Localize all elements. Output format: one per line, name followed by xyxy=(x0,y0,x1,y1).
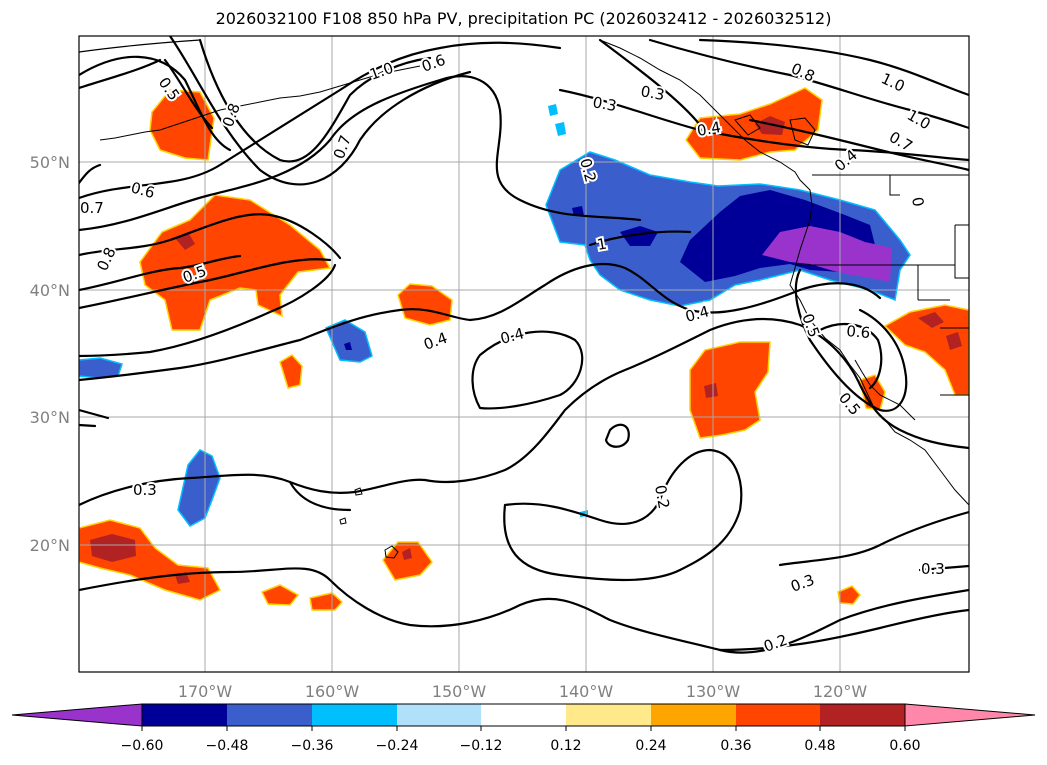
colorbar-extend-right xyxy=(904,703,1036,727)
precip-negative-areas xyxy=(79,104,911,527)
lat-label: 40°N xyxy=(30,281,70,300)
precip-blob xyxy=(572,206,584,216)
colorbar-tick-label: −0.60 xyxy=(121,738,164,754)
precip-blob xyxy=(309,592,344,611)
precip-core xyxy=(918,312,944,328)
precip-blob xyxy=(689,341,771,439)
map-frame xyxy=(78,35,970,673)
colorbar-tick-label: 0.36 xyxy=(720,738,751,754)
colorbar-extend-left xyxy=(11,703,143,727)
precip-blob xyxy=(279,354,303,389)
contour-label: 0.7 xyxy=(80,199,104,217)
precip-blob xyxy=(548,104,558,116)
colorbar-frame xyxy=(141,703,906,727)
precip-blob xyxy=(139,194,332,331)
colorbar-segment xyxy=(820,704,905,726)
colorbar-segment xyxy=(312,704,397,726)
precip-blob xyxy=(397,283,453,326)
lat-label: 20°N xyxy=(30,536,70,555)
contour-label: 0.6 xyxy=(846,322,871,342)
map-gridlines xyxy=(79,36,969,672)
colorbar-segment xyxy=(481,704,566,726)
colorbar: −0.60 −0.48 −0.36 −0.24 −0.12 0.12 0.24 … xyxy=(11,703,1036,754)
colorbar-tick-label: 0.24 xyxy=(635,738,666,754)
precip-core xyxy=(90,534,136,562)
precip-blob xyxy=(762,226,892,282)
precip-blob xyxy=(325,319,373,363)
colorbar-tick-label: 0.12 xyxy=(550,738,581,754)
colorbar-tick-label: −0.36 xyxy=(291,738,334,754)
lat-label: 50°N xyxy=(30,153,70,172)
colorbar-segment xyxy=(566,704,651,726)
precip-core xyxy=(402,548,412,560)
lon-label: 140°W xyxy=(559,682,614,701)
contour-label: 0.3 xyxy=(133,481,157,499)
colorbar-tick-label: −0.12 xyxy=(460,738,503,754)
colorbar-segment xyxy=(397,704,481,726)
colorbar-tick-label: −0.24 xyxy=(376,738,419,754)
precip-blob xyxy=(620,226,658,246)
pv-contours xyxy=(79,36,969,654)
lat-label: 30°N xyxy=(30,408,70,427)
precip-core xyxy=(704,383,718,398)
lon-label: 170°W xyxy=(178,682,233,701)
precip-core xyxy=(946,332,962,350)
precip-positive-areas xyxy=(79,87,969,611)
precip-blob xyxy=(382,541,433,581)
precip-blob xyxy=(344,342,352,350)
lon-label: 160°W xyxy=(305,682,360,701)
latitude-labels: 50°N 40°N 30°N 20°N xyxy=(30,153,70,555)
colorbar-segment xyxy=(142,704,227,726)
precip-core xyxy=(755,116,785,135)
precip-blob xyxy=(177,449,221,527)
colorbar-tick-label: 0.48 xyxy=(804,738,835,754)
lon-label: 130°W xyxy=(686,682,741,701)
contour-label: 0.3 xyxy=(921,560,945,578)
lon-label: 120°W xyxy=(813,682,868,701)
colorbar-segment xyxy=(651,704,736,726)
precip-blob xyxy=(859,374,886,411)
precip-blob xyxy=(685,87,823,161)
colorbar-segment xyxy=(736,704,820,726)
precip-blob xyxy=(260,584,300,606)
colorbar-tick-label: −0.48 xyxy=(206,738,249,754)
colorbar-segment xyxy=(227,704,312,726)
lon-label: 150°W xyxy=(432,682,487,701)
precip-blob xyxy=(555,122,566,136)
colorbar-tick-label: 0.60 xyxy=(889,738,920,754)
longitude-labels: 170°W 160°W 150°W 140°W 130°W 120°W xyxy=(178,682,868,701)
map-title: 2026032100 F108 850 hPa PV, precipitatio… xyxy=(215,9,832,28)
